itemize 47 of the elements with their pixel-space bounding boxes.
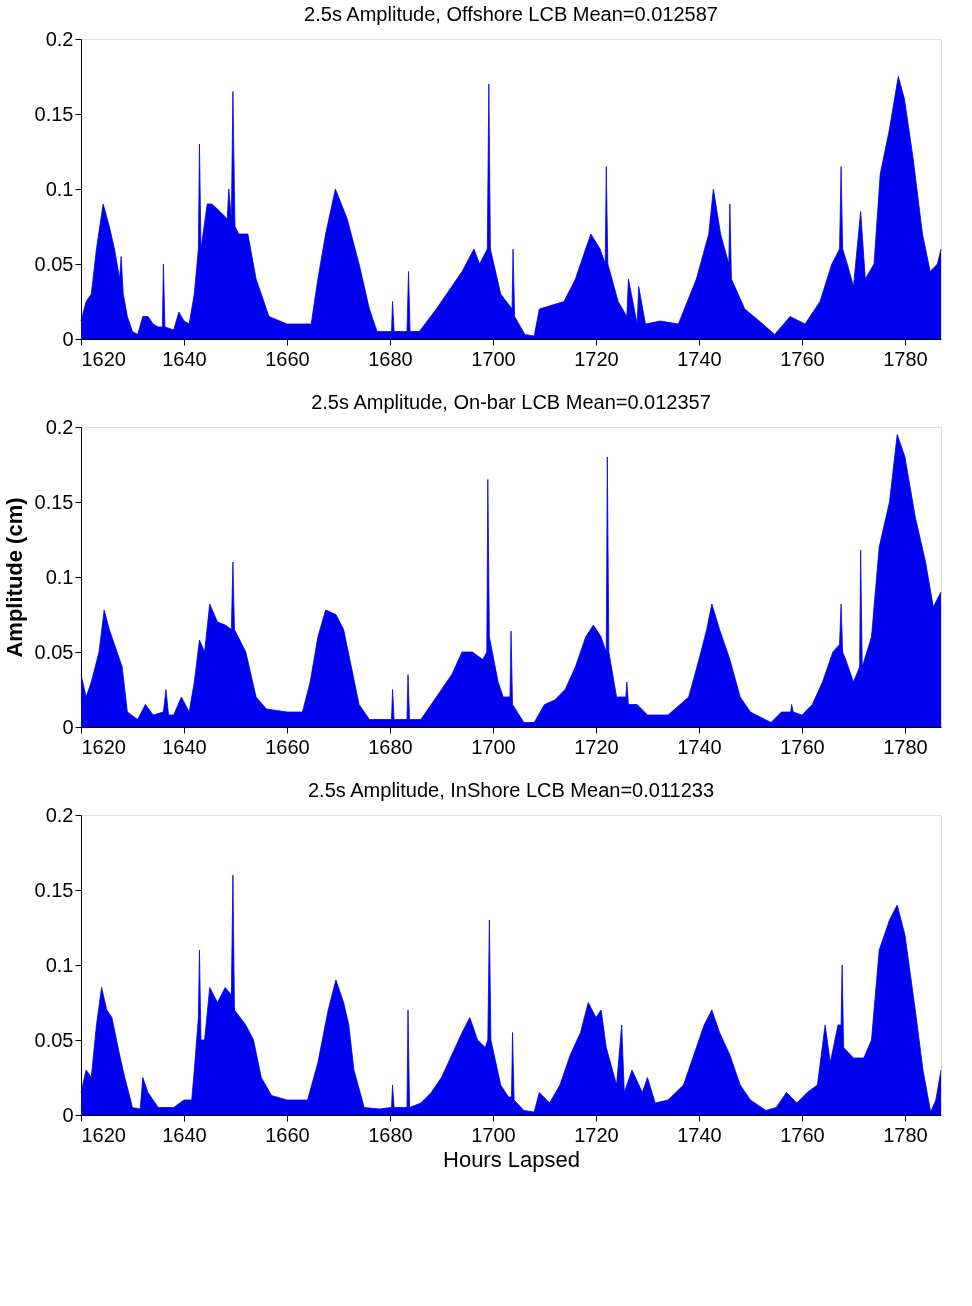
x-tick-label: 1620 (81, 1123, 126, 1146)
x-tick-label: 1680 (368, 1123, 413, 1146)
y-tick-label: 0.1 (45, 565, 74, 588)
y-tick-label: 0.05 (34, 252, 74, 275)
y-tick-label: 0.2 (45, 803, 74, 826)
x-tick-label: 1620 (81, 347, 126, 370)
x-tick-label: 1740 (677, 735, 722, 758)
x-tick-label: 1680 (368, 347, 413, 370)
y-tick-label: 0 (62, 1103, 74, 1126)
x-tick-label: 1760 (780, 1123, 825, 1146)
y-tick-label: 0.1 (45, 953, 74, 976)
x-tick-label: 1780 (883, 347, 928, 370)
x-tick-label: 1760 (780, 347, 825, 370)
x-tick-label: 1680 (368, 735, 413, 758)
x-tick-label: 1720 (574, 735, 619, 758)
x-tick-label: 1760 (780, 735, 825, 758)
x-tick-label: 1720 (574, 1123, 619, 1146)
x-tick-label: 1700 (471, 1123, 516, 1146)
y-tick-label: 0.2 (45, 27, 74, 50)
y-axis-title: Amplitude (cm) (1, 497, 27, 658)
x-tick-label: 1700 (471, 735, 516, 758)
x-tick-label: 1720 (574, 347, 619, 370)
x-tick-label: 1740 (677, 1123, 722, 1146)
x-tick-label: 1660 (265, 735, 310, 758)
y-tick-label: 0.15 (34, 102, 74, 125)
y-tick-label: 0.15 (34, 490, 74, 513)
x-tick-label: 1780 (883, 735, 928, 758)
y-tick-label: 0 (62, 715, 74, 738)
chart-title: 2.5s Amplitude, Offshore LCB Mean=0.012587 (304, 3, 718, 25)
x-tick-label: 1640 (162, 735, 207, 758)
chart-title: 2.5s Amplitude, InShore LCB Mean=0.011233 (307, 779, 715, 801)
chart-title: 2.5s Amplitude, On-bar LCB Mean=0.012357 (311, 391, 711, 413)
y-tick-label: 0.05 (34, 640, 74, 663)
y-tick-label: 0.05 (34, 1028, 74, 1051)
x-tick-label: 1640 (162, 347, 207, 370)
y-tick-label: 0.2 (45, 415, 74, 438)
x-tick-label: 1660 (265, 347, 310, 370)
x-tick-label: 1660 (265, 1123, 310, 1146)
x-tick-label: 1640 (162, 1123, 207, 1146)
y-tick-label: 0.1 (45, 177, 74, 200)
x-tick-label: 1700 (471, 347, 516, 370)
x-tick-label: 1780 (883, 1123, 928, 1146)
x-axis-title: Hours Lapsed (443, 1146, 580, 1172)
x-tick-label: 1620 (81, 735, 126, 758)
y-tick-label: 0.15 (34, 878, 74, 901)
x-tick-label: 1740 (677, 347, 722, 370)
y-tick-label: 0 (62, 327, 74, 350)
